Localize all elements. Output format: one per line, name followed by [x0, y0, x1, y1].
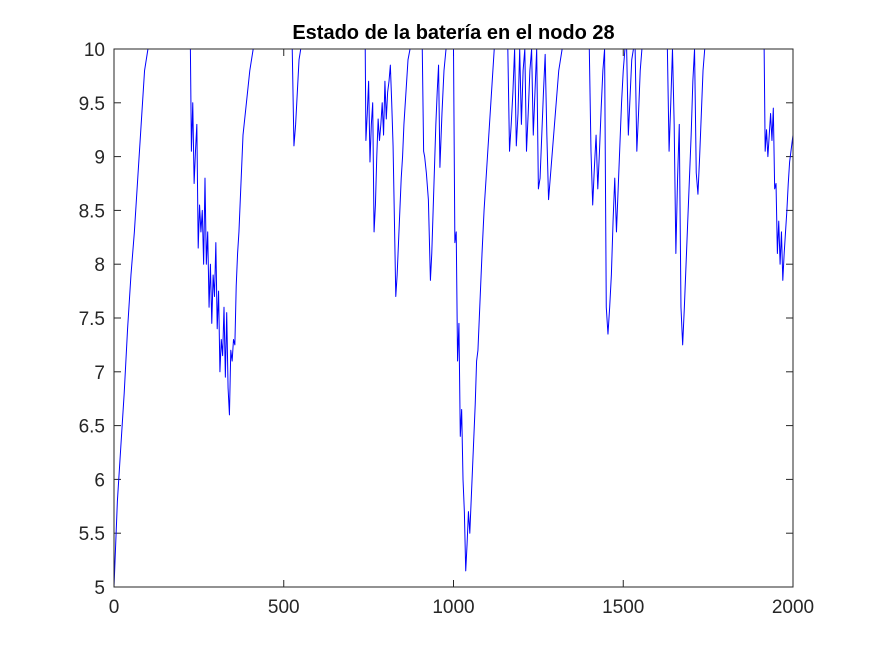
y-tick-label: 9: [94, 148, 105, 169]
y-tick-label: 5: [94, 578, 105, 599]
y-tick-label: 10: [84, 40, 105, 61]
x-tick-label: 2000: [772, 597, 814, 618]
y-tick-label: 7.5: [79, 309, 105, 330]
y-tick-label: 6: [94, 470, 105, 491]
x-tick-label: 500: [268, 597, 300, 618]
x-tick-label: 1000: [432, 597, 474, 618]
y-tick-label: 8: [94, 255, 105, 276]
series-layer: [113, 48, 794, 588]
y-tick-label: 6.5: [79, 417, 105, 438]
y-tick-label: 8.5: [79, 201, 105, 222]
y-tick-label: 5.5: [79, 524, 105, 545]
y-axis-tick-labels: 5 5.5 6 6.5 7 7.5 8 8.5 9 9.5 10: [79, 40, 105, 599]
y-tick-label: 7: [94, 363, 105, 384]
axes-box: [113, 48, 794, 588]
battery-level-line: [113, 48, 794, 588]
x-axis-tick-labels: 0 500 1000 1500 2000: [109, 597, 814, 618]
x-tick-label: 1500: [602, 597, 644, 618]
x-tick-label: 0: [109, 597, 120, 618]
y-tick-label: 9.5: [79, 94, 105, 115]
chart-title: Estado de la batería en el nodo 28: [292, 22, 614, 44]
